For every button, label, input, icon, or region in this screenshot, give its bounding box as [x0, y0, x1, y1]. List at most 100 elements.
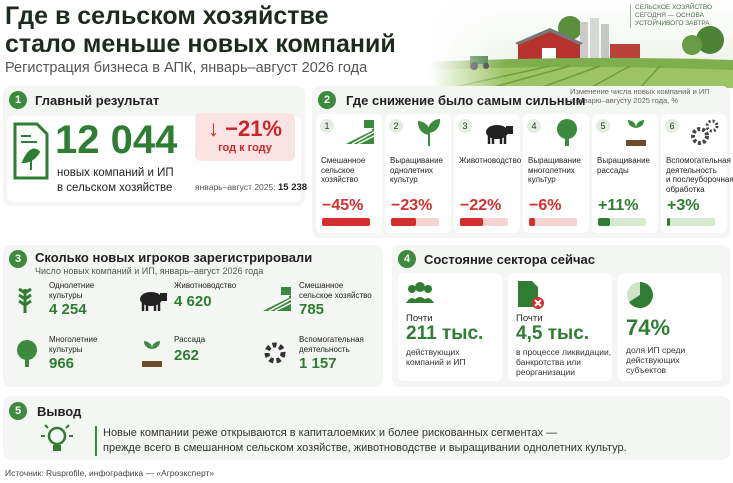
- caption-line: субъектов: [626, 365, 667, 375]
- conclusion-panel: 5 Вывод Новые компании реже открываются …: [3, 396, 730, 460]
- main-caption: новых компаний и ИП в сельском хозяйстве: [57, 166, 174, 196]
- caption-line: новых компаний и ИП: [57, 167, 174, 179]
- change-value: −6%: [529, 197, 562, 214]
- text-line: прежде всего в смешанном сельском хозяйс…: [103, 442, 627, 454]
- caption-line: в сельском хозяйстве: [57, 182, 173, 194]
- state-value: 211 тыс.: [406, 323, 484, 344]
- section-subtitle: Число новых компаний и ИП, январь–август…: [35, 266, 264, 276]
- conclusion-text: Новые компании реже открываются в капита…: [103, 426, 627, 456]
- state-card: 74% доля ИП среди действующих субъектов: [618, 273, 722, 381]
- bar: [598, 218, 610, 226]
- player-label: Рассада: [174, 335, 205, 345]
- section-title: Вывод: [37, 404, 82, 419]
- label-line: Животноводство: [174, 281, 237, 290]
- main-value: 12 044: [55, 118, 178, 162]
- note-line: Изменение числа новых компаний и ИП: [570, 87, 710, 96]
- player-icon: [18, 287, 32, 313]
- change-value: +3%: [667, 197, 700, 214]
- previous-label: январь–август 2025:: [195, 182, 276, 192]
- header-image: [430, 0, 733, 88]
- player-value: 785: [299, 301, 325, 318]
- change-value: +11%: [598, 197, 639, 214]
- brand-line: СЕЛЬСКОЕ ХОЗЯЙСТВО: [635, 4, 713, 11]
- caption-line: реорганизации: [516, 367, 575, 377]
- state-caption: доля ИП среди действующих субъектов: [626, 345, 685, 375]
- label-line: Рассада: [174, 335, 206, 344]
- section-number: 5: [9, 402, 27, 420]
- section-number: 1: [9, 91, 27, 109]
- bar: [529, 218, 536, 226]
- caption-line: компаний и ИП: [406, 357, 466, 367]
- label-line: Выращивание: [528, 156, 581, 165]
- category-icon: [626, 120, 646, 146]
- label-line: Вспомогательная: [666, 156, 731, 165]
- label-line: сельское хозяйство: [299, 290, 372, 300]
- player-icon: [17, 340, 37, 367]
- label-line: культуры: [49, 290, 83, 300]
- label-line: Смешанное: [299, 281, 344, 290]
- label-line: культуры: [49, 344, 83, 354]
- category-label: Вспомогательная деятельность и послеубороч…: [666, 156, 733, 194]
- bar-track: [598, 218, 646, 226]
- label-line: хозяйство: [321, 175, 359, 184]
- player-icon: [140, 292, 167, 311]
- state-icon: [406, 282, 434, 303]
- label-line: однолетних: [390, 165, 434, 175]
- rank: 5: [596, 119, 610, 133]
- section-title: Главный результат: [35, 93, 160, 108]
- category-label: Выращивание многолетних культур: [528, 156, 581, 185]
- player-label: Однолетние культуры: [49, 281, 94, 300]
- state-value: 4,5 тыс.: [516, 323, 590, 344]
- category-icon: [557, 119, 577, 146]
- player-value: 262: [174, 347, 200, 364]
- player-label: Вспомогательная деятельность: [299, 335, 364, 354]
- section-number: 4: [398, 250, 416, 268]
- decline-card: 2 Выращивание однолетних культур −23%: [385, 114, 451, 233]
- bar-track: [529, 218, 577, 226]
- title-line: стало меньше новых компаний: [5, 30, 396, 58]
- state-caption: действующих компаний и ИП: [406, 347, 466, 367]
- bar-track: [667, 218, 715, 226]
- label-line: Выращивание: [390, 156, 443, 165]
- label-line: культур: [528, 175, 556, 184]
- text-line: Новые компании реже открываются в капита…: [103, 427, 558, 439]
- player-value: 4 620: [174, 293, 212, 310]
- decline-note: Изменение числа новых компаний и ИП к ян…: [570, 87, 710, 105]
- lamp-icon: [41, 424, 73, 451]
- caption-line: действующих: [626, 355, 680, 365]
- title-line: Где в сельском хозяйстве: [5, 2, 329, 30]
- change-value: −23%: [391, 197, 433, 214]
- label-line: Животноводство: [459, 156, 522, 165]
- caption-line: доля ИП среди: [626, 345, 686, 355]
- brand-line: УСТОЙЧИВОГО ЗАВТРА: [635, 20, 710, 27]
- document-icon: [13, 122, 49, 180]
- category-icon: [691, 119, 719, 145]
- decline-card: 4 Выращивание многолетних культур −6%: [523, 114, 589, 233]
- change-caption: год к году: [218, 142, 272, 154]
- note-line: к январю–августу 2025 года, %: [570, 96, 678, 105]
- change-value: ↓ −21%: [208, 116, 282, 141]
- caption-line: банкротства или: [516, 357, 581, 367]
- player-label: Многолетние культуры: [49, 335, 97, 354]
- category-icon: [486, 125, 513, 144]
- label-line: Вспомогательная: [299, 335, 364, 344]
- state-prefix: Почти: [406, 313, 433, 324]
- change-value: −45%: [322, 197, 364, 214]
- category-label: Выращивание рассады: [597, 156, 650, 175]
- label-line: рассады: [597, 165, 629, 175]
- brand: СЕЛЬСКОЕ ХОЗЯЙСТВО СЕГОДНЯ — ОСНОВА УСТО…: [630, 4, 712, 28]
- bar: [322, 218, 370, 226]
- change-box: ↓ −21% год к году: [195, 113, 295, 161]
- label-line: Однолетние: [49, 281, 95, 290]
- divider: [95, 426, 97, 456]
- state-icon: [627, 282, 653, 308]
- caption-line: в процессе ликвидации,: [516, 347, 612, 357]
- state-icon: [518, 281, 544, 309]
- label-line: обработка: [666, 184, 705, 194]
- subtitle: Регистрация бизнеса в АПК, январь–август…: [5, 60, 368, 76]
- change-value: −22%: [460, 197, 502, 214]
- state-caption: в процессе ликвидации, банкротства или рео…: [516, 347, 611, 377]
- rank: 4: [527, 119, 541, 133]
- rank: 2: [389, 119, 403, 133]
- label-line: деятельность: [666, 165, 717, 175]
